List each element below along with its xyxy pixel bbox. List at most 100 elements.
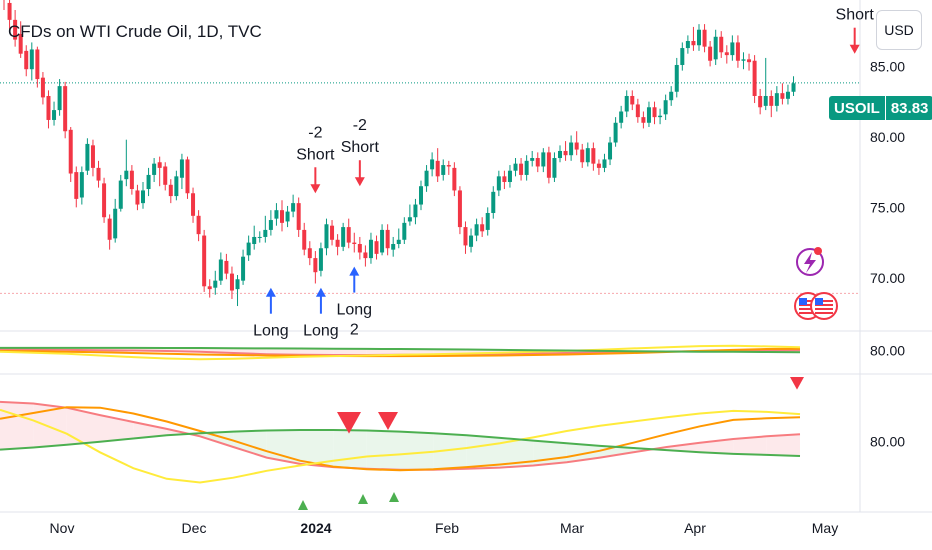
candle-body xyxy=(374,241,379,254)
candle-body xyxy=(502,176,507,182)
candle-body xyxy=(368,239,373,259)
area-fill xyxy=(300,348,334,355)
x-tick-label: 2024 xyxy=(300,520,331,536)
candle-body xyxy=(85,143,90,171)
candle-body xyxy=(218,259,223,281)
price-badge-value: 83.83 xyxy=(885,96,932,120)
y-tick-label: 85.00 xyxy=(870,58,905,74)
candle-body xyxy=(747,59,752,63)
buy-marker xyxy=(358,494,368,504)
candle-body xyxy=(63,86,68,132)
candle-body xyxy=(758,95,763,108)
signal-label: -2 xyxy=(353,117,367,134)
signal-label: Long xyxy=(336,302,372,319)
candle-body xyxy=(457,190,462,228)
candle-body xyxy=(13,19,18,40)
candle-body xyxy=(102,183,107,218)
candle-body xyxy=(380,229,385,253)
flag-canton xyxy=(799,298,807,305)
candle-body xyxy=(40,77,45,98)
candle-body xyxy=(624,95,629,112)
flag-stripe xyxy=(815,300,833,302)
signal-label: Short xyxy=(296,146,335,163)
candle-body xyxy=(357,244,362,253)
candle-body xyxy=(118,180,123,209)
flag-stripe xyxy=(799,304,817,306)
candle-body xyxy=(335,239,340,247)
candle-body xyxy=(552,158,557,178)
candle-body xyxy=(463,227,468,246)
area-fill xyxy=(100,415,134,442)
currency-button[interactable]: USD xyxy=(876,10,922,50)
candle-body xyxy=(35,49,40,80)
candle-body xyxy=(708,46,713,61)
y-tick-label: 75.00 xyxy=(870,199,905,215)
area-fill xyxy=(400,431,434,470)
y-tick-label: 80.00 xyxy=(870,434,905,450)
flag-stripe xyxy=(815,308,833,310)
candle-body xyxy=(724,52,729,56)
candle-body xyxy=(324,224,329,249)
x-tick-label: Apr xyxy=(684,520,706,536)
candle-body xyxy=(752,60,757,96)
area-fill xyxy=(300,429,334,468)
candle-body xyxy=(541,152,546,167)
candle-body xyxy=(235,279,240,290)
candle-body xyxy=(702,29,707,47)
candle-body xyxy=(558,150,562,159)
price-badge: USOIL 83.83 xyxy=(829,96,932,120)
candle-body xyxy=(318,248,323,271)
candle-body xyxy=(296,203,301,230)
signal-label: Long xyxy=(253,323,289,340)
candle-body xyxy=(791,83,796,92)
candle-body xyxy=(68,129,73,174)
candle-body xyxy=(302,229,307,250)
candle-body xyxy=(591,148,596,164)
candle-body xyxy=(252,236,257,245)
x-tick-label: Nov xyxy=(50,520,75,536)
candle-body xyxy=(697,29,701,46)
area-fill xyxy=(566,443,600,463)
candle-body xyxy=(569,142,574,156)
candle-body xyxy=(224,260,229,274)
candle-body xyxy=(341,227,346,247)
area-fill xyxy=(33,403,67,448)
candle-body xyxy=(74,172,79,199)
candle-body xyxy=(785,91,790,99)
candle-body xyxy=(663,100,668,115)
lightning-bolt-icon xyxy=(804,252,816,273)
candle-body xyxy=(735,42,740,61)
candle-body xyxy=(307,248,312,259)
sell-marker xyxy=(790,377,804,390)
candle-body xyxy=(763,95,768,106)
candles-group xyxy=(3,0,796,307)
candle-body xyxy=(174,176,179,197)
candle-body xyxy=(90,145,95,168)
area-fill xyxy=(733,436,767,455)
candle-body xyxy=(741,59,746,61)
event-dot-icon xyxy=(814,247,822,255)
candle-body xyxy=(774,93,779,106)
x-tick-label: Feb xyxy=(435,520,459,536)
candle-body xyxy=(18,33,23,54)
candle-body xyxy=(452,167,457,191)
candle-body xyxy=(96,167,101,181)
candle-body xyxy=(719,36,724,53)
candle-body xyxy=(596,163,601,168)
candle-body xyxy=(652,107,657,118)
candle-body xyxy=(691,41,696,46)
candle-body xyxy=(157,162,162,168)
signal-label: Short xyxy=(341,139,380,156)
candle-body xyxy=(669,91,674,101)
indicator-line xyxy=(0,406,801,472)
candle-body xyxy=(191,193,196,216)
candle-body xyxy=(485,212,490,230)
candle-body xyxy=(141,190,145,204)
candle-body xyxy=(613,122,618,143)
candle-body xyxy=(546,152,551,178)
candle-body xyxy=(446,165,451,167)
candle-body xyxy=(79,172,84,198)
candle-body xyxy=(563,150,568,156)
flag-stripe xyxy=(799,300,817,302)
